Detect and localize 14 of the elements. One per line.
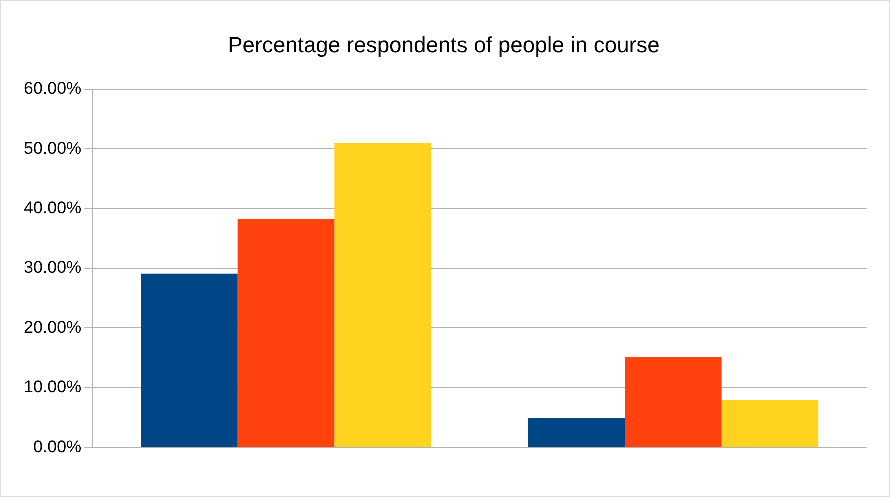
bar	[625, 357, 722, 448]
y-tick-label: 20.00%	[24, 318, 82, 337]
bar	[238, 220, 335, 448]
y-tick-label: 10.00%	[24, 378, 82, 397]
y-tick-label: 40.00%	[24, 198, 82, 218]
y-tick-label: 60.00%	[24, 79, 82, 98]
y-tick-label: 0.00%	[33, 437, 82, 456]
bar	[141, 274, 238, 448]
y-tick-label: 50.00%	[24, 138, 82, 158]
bar	[722, 400, 819, 448]
bar	[334, 143, 432, 448]
chart-title: Percentage respondents of people in course	[228, 32, 660, 58]
bar	[528, 418, 626, 448]
y-tick-label: 30.00%	[24, 258, 82, 278]
